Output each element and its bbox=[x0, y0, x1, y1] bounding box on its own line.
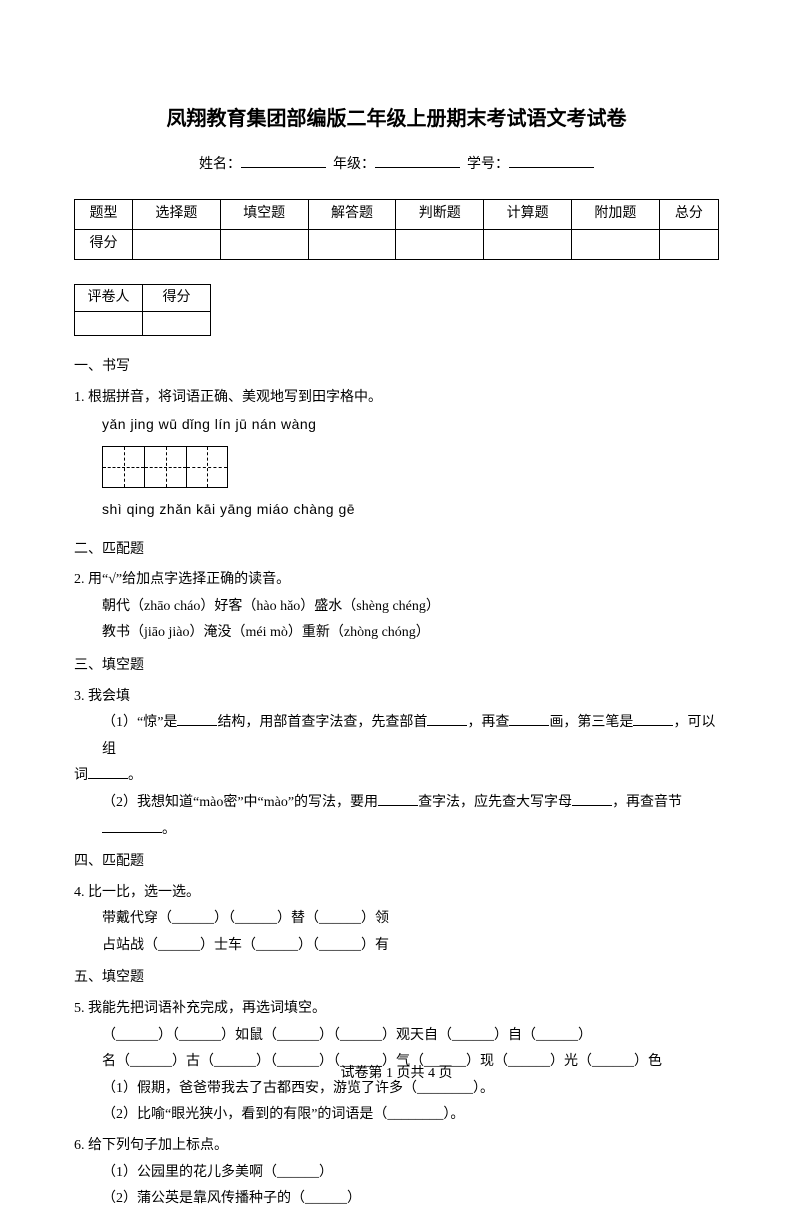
name-blank bbox=[241, 152, 326, 168]
page-footer: 试卷第 1 页共 4 页 bbox=[0, 1061, 793, 1088]
q4: 4. 比一比，选一选。 bbox=[74, 880, 719, 907]
th-calc: 计算题 bbox=[484, 199, 572, 229]
tianzige-cell bbox=[144, 446, 186, 488]
q2-line-1: 朝代（zhāo cháo）好客（hào hǎo）盛水（shèng chéng） bbox=[74, 594, 719, 621]
score-header-row: 题型 选择题 填空题 解答题 判断题 计算题 附加题 总分 bbox=[75, 199, 719, 229]
t: ，再查 bbox=[467, 715, 509, 730]
blank bbox=[88, 765, 128, 779]
t: 。 bbox=[128, 768, 142, 783]
q6: 6. 给下列句子加上标点。 bbox=[74, 1133, 719, 1160]
th-choice: 选择题 bbox=[133, 199, 221, 229]
grader-empty bbox=[75, 312, 143, 336]
td-empty bbox=[396, 229, 484, 259]
blank bbox=[427, 712, 467, 726]
th-judge: 判断题 bbox=[396, 199, 484, 229]
t: （1）“惊”是 bbox=[102, 715, 177, 730]
id-label: 学号： bbox=[467, 157, 509, 172]
q6-line-1: （1）公园里的花儿多美啊（______） bbox=[74, 1160, 719, 1187]
th-type: 题型 bbox=[75, 199, 133, 229]
tianzige-row bbox=[102, 446, 719, 488]
blank bbox=[177, 712, 217, 726]
q1-pinyin-1: yǎn jing wū dǐng lín jū nán wàng bbox=[74, 411, 719, 438]
td-empty bbox=[484, 229, 572, 259]
section-1-heading: 一、书写 bbox=[74, 354, 719, 381]
t: 结构，用部首查字法查，先查部首 bbox=[217, 715, 427, 730]
t: 查字法，应先查大写字母 bbox=[418, 795, 572, 810]
th-answer: 解答题 bbox=[308, 199, 396, 229]
blank bbox=[378, 792, 418, 806]
section-2-heading: 二、匹配题 bbox=[74, 537, 719, 564]
student-info-line: 姓名： 年级： 学号： bbox=[74, 152, 719, 179]
section-5-heading: 五、填空题 bbox=[74, 965, 719, 992]
grade-blank bbox=[375, 152, 460, 168]
td-empty bbox=[308, 229, 396, 259]
t: 词 bbox=[74, 768, 88, 783]
q2: 2. 用“√”给加点字选择正确的读音。 bbox=[74, 567, 719, 594]
blank bbox=[633, 712, 673, 726]
q3-line-2: （2）我想知道“mào密”中“mào”的写法，要用 查字法，应先查大写字母 ，再查音… bbox=[74, 790, 719, 843]
grader-empty bbox=[143, 312, 211, 336]
score-value-row: 得分 bbox=[75, 229, 719, 259]
tianzige-cell bbox=[186, 446, 228, 488]
td-empty bbox=[133, 229, 221, 259]
t: 画，第三笔是 bbox=[549, 715, 633, 730]
section-4-heading: 四、匹配题 bbox=[74, 849, 719, 876]
grader-table: 评卷人得分 bbox=[74, 284, 211, 337]
q3: 3. 我会填 bbox=[74, 684, 719, 711]
q5-line-4: （2）比喻“眼光狭小，看到的有限”的词语是（________）。 bbox=[74, 1102, 719, 1129]
q4-line-2: 占站战（______）士车（______）（______）有 bbox=[74, 933, 719, 960]
blank bbox=[509, 712, 549, 726]
q1-pinyin-2: shì qing zhǎn kāi yāng miáo chàng gē bbox=[74, 496, 719, 523]
q5-line-1: （______）（______）如鼠（______）（______）观天自（__… bbox=[74, 1023, 719, 1050]
td-empty bbox=[659, 229, 718, 259]
t: （2）我想知道“mào密”中“mào”的写法，要用 bbox=[102, 795, 378, 810]
id-blank bbox=[509, 152, 594, 168]
grade-label: 年级： bbox=[333, 157, 375, 172]
grader-score-label: 得分 bbox=[143, 284, 211, 312]
q3-line-1: （1）“惊”是结构，用部首查字法查，先查部首，再查画，第三笔是，可以组 bbox=[74, 710, 719, 763]
t: ，再查音节 bbox=[612, 795, 682, 810]
q3-line-1b: 词。 bbox=[74, 763, 719, 790]
td-empty bbox=[220, 229, 308, 259]
td-score-label: 得分 bbox=[75, 229, 133, 259]
q6-line-2: （2）蒲公英是靠风传播种子的（______） bbox=[74, 1186, 719, 1213]
th-fill: 填空题 bbox=[220, 199, 308, 229]
section-3-heading: 三、填空题 bbox=[74, 653, 719, 680]
score-table: 题型 选择题 填空题 解答题 判断题 计算题 附加题 总分 得分 bbox=[74, 199, 719, 260]
exam-title: 凤翔教育集团部编版二年级上册期末考试语文考试卷 bbox=[74, 100, 719, 138]
th-total: 总分 bbox=[659, 199, 718, 229]
blank bbox=[572, 792, 612, 806]
tianzige-cell bbox=[102, 446, 144, 488]
t: 。 bbox=[162, 822, 176, 837]
q1: 1. 根据拼音，将词语正确、美观地写到田字格中。 bbox=[74, 385, 719, 412]
q4-line-1: 带戴代穿（______）（______）替（______）领 bbox=[74, 906, 719, 933]
blank bbox=[102, 819, 162, 833]
grader-label: 评卷人 bbox=[75, 284, 143, 312]
th-extra: 附加题 bbox=[571, 199, 659, 229]
td-empty bbox=[571, 229, 659, 259]
q2-line-2: 教书（jiāo jiào）淹没（méi mò）重新（zhòng chóng） bbox=[74, 620, 719, 647]
q5: 5. 我能先把词语补充完成，再选词填空。 bbox=[74, 996, 719, 1023]
name-label: 姓名： bbox=[199, 157, 241, 172]
